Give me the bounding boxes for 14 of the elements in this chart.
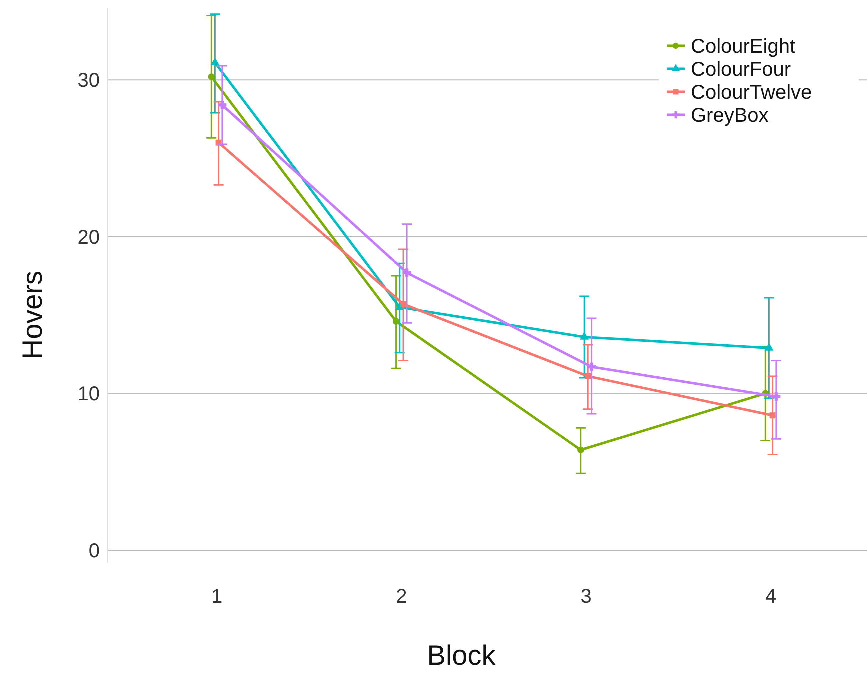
y-tick-label: 30	[78, 70, 100, 92]
legend-label: ColourFour	[691, 59, 792, 81]
y-tick-label: 20	[78, 226, 100, 249]
legend-label: ColourTwelve	[691, 82, 812, 104]
x-axis-title: Block	[427, 640, 497, 671]
y-tick-label: 0	[88, 540, 100, 562]
y-tick-label: 10	[78, 384, 100, 406]
x-tick-label: 2	[396, 586, 408, 608]
x-tick-label: 3	[580, 586, 592, 608]
legend-label: GreyBox	[691, 105, 769, 127]
legend-label: ColourEight	[691, 36, 796, 58]
y-axis-title: Hovers	[17, 270, 48, 360]
x-tick-label: 4	[765, 586, 777, 608]
x-tick-label: 1	[211, 586, 223, 608]
